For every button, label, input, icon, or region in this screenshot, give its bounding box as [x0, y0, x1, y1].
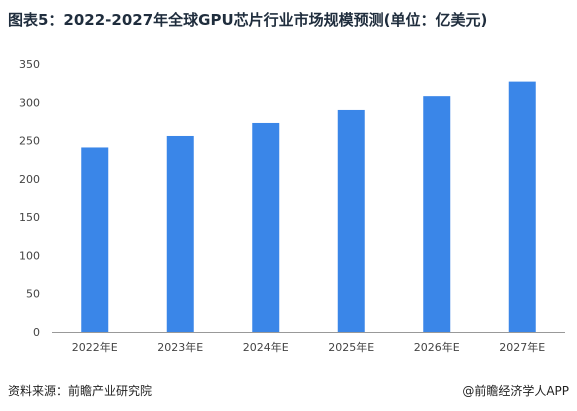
bar-2024年E — [252, 122, 280, 333]
x-tick-label: 2022年E — [72, 340, 118, 354]
x-tick-label: 2023年E — [157, 340, 203, 354]
y-axis-ticks: 0 50 100 150 200 250 300 350 — [19, 58, 40, 339]
bar-2026年E — [423, 96, 451, 332]
bar-2023年E — [166, 135, 194, 332]
y-tick-label: 150 — [19, 211, 40, 224]
y-tick-label: 0 — [33, 326, 40, 339]
y-tick-label: 350 — [19, 58, 40, 71]
brand-note: @前瞻经济学人APP — [462, 384, 569, 398]
y-tick-label: 100 — [19, 249, 40, 262]
y-tick-label: 50 — [26, 288, 40, 301]
y-tick-label: 250 — [19, 135, 40, 148]
source-note: 资料来源：前瞻产业研究院 — [8, 384, 153, 398]
x-tick-label: 2024年E — [243, 340, 289, 354]
bar-2027年E — [508, 81, 536, 333]
chart-title: 图表5：2022-2027年全球GPU芯片行业市场规模预测(单位：亿美元) — [8, 11, 488, 29]
x-tick-label: 2025年E — [328, 340, 374, 354]
x-tick-label: 2027年E — [499, 340, 545, 354]
bars — [81, 81, 536, 333]
x-axis-labels: 2022年E 2023年E 2024年E 2025年E 2026年E 2027年E — [72, 340, 545, 354]
bar-2025年E — [337, 109, 365, 332]
y-tick-label: 200 — [19, 173, 40, 186]
x-tick-label: 2026年E — [414, 340, 460, 354]
y-tick-label: 300 — [19, 96, 40, 109]
bar-2022年E — [81, 147, 109, 332]
